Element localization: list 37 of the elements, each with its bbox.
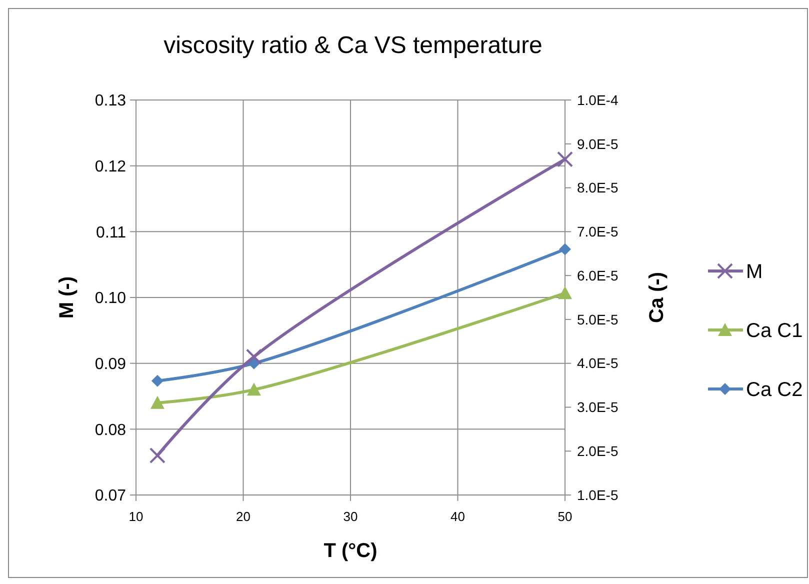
y2-tick-label: 7.0E-5	[577, 224, 618, 240]
legend-label: Ca C1	[746, 320, 803, 342]
point	[558, 286, 572, 300]
y-tick-label: 0.07	[94, 488, 126, 505]
y2-tick-label: 3.0E-5	[577, 399, 618, 416]
y2-tick-label: 5.0E-5	[577, 311, 618, 328]
y2-tick-label: 9.0E-5	[577, 136, 618, 152]
y-tick-label: 0.12	[94, 158, 126, 176]
y2-axis-title: Ca (-)	[646, 272, 668, 324]
y-tick-label: 0.13	[94, 92, 126, 110]
point	[559, 243, 571, 256]
x-tick-label: 30	[343, 509, 358, 524]
legend-label: Ca C2	[746, 379, 803, 401]
x-tick-label: 50	[558, 509, 572, 524]
point	[246, 348, 262, 365]
y-axis-title: M (-)	[56, 276, 78, 319]
y-tick-label: 0.08	[94, 422, 126, 439]
x-tick-label: 20	[236, 509, 250, 524]
point	[246, 382, 261, 396]
point	[150, 396, 164, 409]
point	[149, 448, 166, 464]
y2-tick-label: 1.0E-5	[577, 486, 618, 503]
point	[557, 151, 573, 168]
y-tick-label: 0.10	[94, 290, 126, 308]
y2-tick-label: 6.0E-5	[577, 267, 618, 284]
y2-tick-label: 2.0E-5	[577, 443, 618, 460]
legend-label: M	[746, 261, 763, 283]
y2-tick-label: 4.0E-5	[577, 355, 618, 372]
y-tick-label: 0.09	[94, 356, 126, 373]
x-tick-label: 40	[450, 509, 465, 524]
x-tick-label: 10	[128, 509, 144, 524]
y-tick-label: 0.11	[96, 224, 126, 242]
y2-tick-label: 1.0E-4	[577, 92, 618, 108]
y2-tick-label: 8.0E-5	[577, 180, 618, 196]
chart-title: viscosity ratio & Ca VS temperature	[164, 32, 542, 59]
x-axis-title: T (°C)	[324, 540, 378, 562]
point	[151, 374, 164, 387]
